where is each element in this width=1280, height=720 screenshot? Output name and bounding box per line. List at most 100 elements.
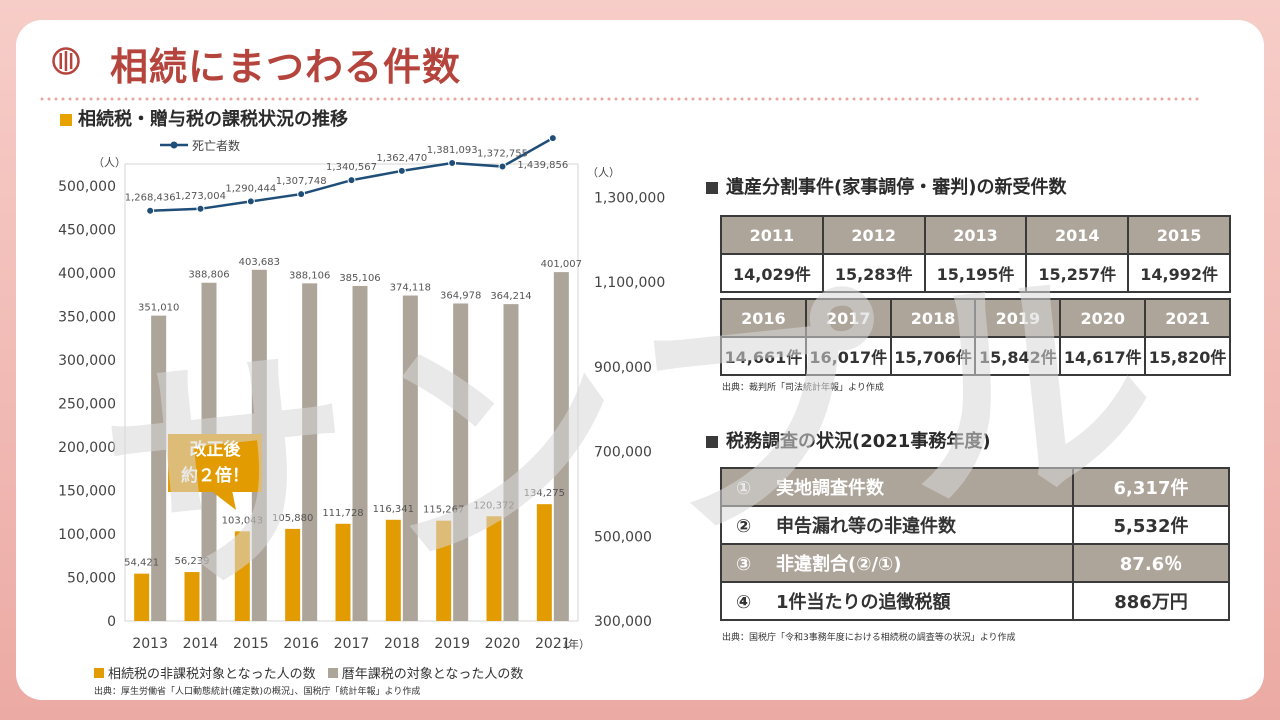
x-tick-label: 2017 bbox=[334, 636, 370, 652]
y-left-tick-label: 400,000 bbox=[58, 266, 116, 282]
line-point-label: 1,307,748 bbox=[276, 176, 327, 187]
callout-pointer bbox=[210, 490, 236, 510]
count-cell: 15,257件 bbox=[1025, 253, 1130, 293]
y-left-tick-label: 50,000 bbox=[67, 571, 116, 587]
survey-row: ① 実地調査件数 6,317件 bbox=[720, 467, 1230, 507]
survey-num: ② bbox=[736, 516, 752, 537]
survey-table: ① 実地調査件数 6,317件 ② 申告漏れ等の非違件数 5,532件 ③ 非違割合(… bbox=[720, 467, 1230, 621]
count-cell: 14,029件 bbox=[720, 253, 824, 293]
bar-series1 bbox=[285, 528, 301, 621]
striped-circle-icon bbox=[52, 47, 80, 75]
survey-section-title: 税務調査の状況(2021事務年度) bbox=[706, 427, 991, 453]
x-tick-label: 2019 bbox=[434, 636, 470, 652]
line-point-label: 1,372,755 bbox=[477, 149, 528, 160]
bar-series1 bbox=[385, 519, 401, 621]
bar-series2-label: 385,106 bbox=[339, 273, 380, 284]
y-left-tick-label: 0 bbox=[107, 614, 116, 630]
y-right-tick-label: 1,300,000 bbox=[594, 190, 665, 206]
count-cell: 15,195件 bbox=[923, 253, 1028, 293]
bar-series1 bbox=[536, 504, 552, 621]
line-point bbox=[196, 204, 205, 213]
bar-series2 bbox=[151, 315, 167, 621]
count-cell: 16,017件 bbox=[804, 336, 892, 376]
count-cell: 14,992件 bbox=[1127, 253, 1231, 293]
y-left-tick-label: 350,000 bbox=[58, 310, 116, 326]
year-cell: 2019 bbox=[974, 298, 1062, 338]
bar-series1 bbox=[486, 516, 502, 621]
bar-series1 bbox=[335, 523, 351, 621]
year-cell: 2015 bbox=[1127, 215, 1231, 255]
y-right-tick-label: 1,100,000 bbox=[594, 275, 665, 291]
survey-row: ② 申告漏れ等の非違件数 5,532件 bbox=[720, 505, 1230, 545]
count-cell: 15,283件 bbox=[821, 253, 926, 293]
survey-row: ③ 非違割合(②/①) 87.6％ bbox=[720, 543, 1230, 583]
callout-box: 改正後 約２倍！ bbox=[168, 434, 262, 492]
bar-series2-label: 401,007 bbox=[541, 259, 582, 270]
line-point bbox=[297, 190, 306, 199]
line-point-label: 1,273,004 bbox=[175, 191, 226, 202]
line-point bbox=[548, 134, 557, 143]
y-left-tick-label: 150,000 bbox=[58, 484, 116, 500]
y-left-tick-label: 200,000 bbox=[58, 440, 116, 456]
bar-series1-label: 120,372 bbox=[473, 500, 514, 511]
bar-series1-label: 111,728 bbox=[322, 508, 363, 519]
y-right-tick-label: 900,000 bbox=[594, 360, 652, 376]
y-right-tick-label: 500,000 bbox=[594, 529, 652, 545]
legend-swatch-gray bbox=[327, 668, 338, 678]
y-right-tick-label: 700,000 bbox=[594, 445, 652, 461]
chart-legend: 相続税の非課税対象となった人の数 暦年課税の対象となった人の数 bbox=[94, 663, 523, 682]
survey-label: 実地調査件数 bbox=[776, 478, 884, 499]
callout-line2: 約２倍！ bbox=[181, 466, 249, 486]
bar-series2 bbox=[503, 304, 519, 621]
survey-label: 1件当たりの追徴税額 bbox=[776, 592, 951, 613]
line-point-label: 1,381,093 bbox=[427, 145, 478, 156]
bar-series1 bbox=[436, 520, 452, 621]
y-left-unit: （人） bbox=[93, 156, 126, 169]
line-point bbox=[246, 197, 255, 206]
bar-series1-label: 56,239 bbox=[175, 556, 210, 567]
bar-series2-label: 374,118 bbox=[390, 283, 431, 294]
year-cell: 2011 bbox=[720, 215, 824, 255]
page-title: 相続にまつわる件数 bbox=[110, 45, 462, 89]
line-point-label: 1,340,567 bbox=[326, 162, 377, 173]
survey-source: 出典：国税庁「令和3事務年度における相続税の調査等の状況」より作成 bbox=[722, 633, 1016, 643]
survey-label: 非違割合(②/①) bbox=[776, 554, 902, 575]
y-left-tick-label: 300,000 bbox=[58, 353, 116, 369]
survey-value: 6,317件 bbox=[1072, 467, 1230, 507]
bar-series1-label: 54,421 bbox=[124, 558, 159, 569]
x-tick-label: 2018 bbox=[384, 636, 420, 652]
bar-series1-label: 105,880 bbox=[272, 513, 313, 524]
survey-value: 87.6％ bbox=[1072, 543, 1230, 583]
year-cell: 2012 bbox=[821, 215, 926, 255]
x-tick-label: 2016 bbox=[283, 636, 319, 652]
bar-series2 bbox=[352, 285, 368, 621]
black-square-icon bbox=[706, 436, 718, 448]
legend-swatch-orange bbox=[94, 668, 104, 678]
bar-series2 bbox=[302, 283, 318, 621]
survey-num: ① bbox=[736, 478, 752, 499]
bar-series1 bbox=[184, 572, 200, 621]
y-left-tick-label: 100,000 bbox=[58, 527, 116, 543]
division-table-2016-2021: 2016 2017 2018 2019 2020 2021 14,661件 16,017件 1… bbox=[720, 298, 1231, 376]
y-right-unit: （人） bbox=[587, 166, 620, 179]
bar-series1-label: 103,043 bbox=[222, 515, 263, 526]
bar-series2-label: 388,806 bbox=[188, 270, 229, 281]
bar-series2 bbox=[402, 295, 418, 621]
line-point bbox=[146, 206, 155, 215]
chart-source: 出典：厚生労働省「人口動態統計(確定数)の概況」、国税庁「統計年報」より作成 bbox=[94, 687, 421, 697]
bar-series1 bbox=[234, 531, 250, 621]
bar-series1-label: 116,341 bbox=[373, 504, 414, 515]
legend-line-label: 死亡者数 bbox=[192, 138, 240, 153]
orange-square-icon bbox=[60, 114, 72, 126]
legend-line-marker bbox=[170, 141, 178, 149]
division-section-title: 遺産分割事件(家事調停・審判)の新受件数 bbox=[706, 173, 1066, 199]
x-tick-label: 2015 bbox=[233, 636, 269, 652]
year-cell: 2014 bbox=[1025, 215, 1130, 255]
bar-series1-label: 134,275 bbox=[524, 488, 565, 499]
bar-series1 bbox=[134, 573, 150, 621]
callout-line1: 改正後 bbox=[189, 440, 241, 460]
year-cell: 2021 bbox=[1144, 298, 1231, 338]
x-tick-label: 2013 bbox=[132, 636, 168, 652]
count-cell: 14,617件 bbox=[1059, 336, 1147, 376]
survey-label: 申告漏れ等の非違件数 bbox=[776, 516, 956, 537]
